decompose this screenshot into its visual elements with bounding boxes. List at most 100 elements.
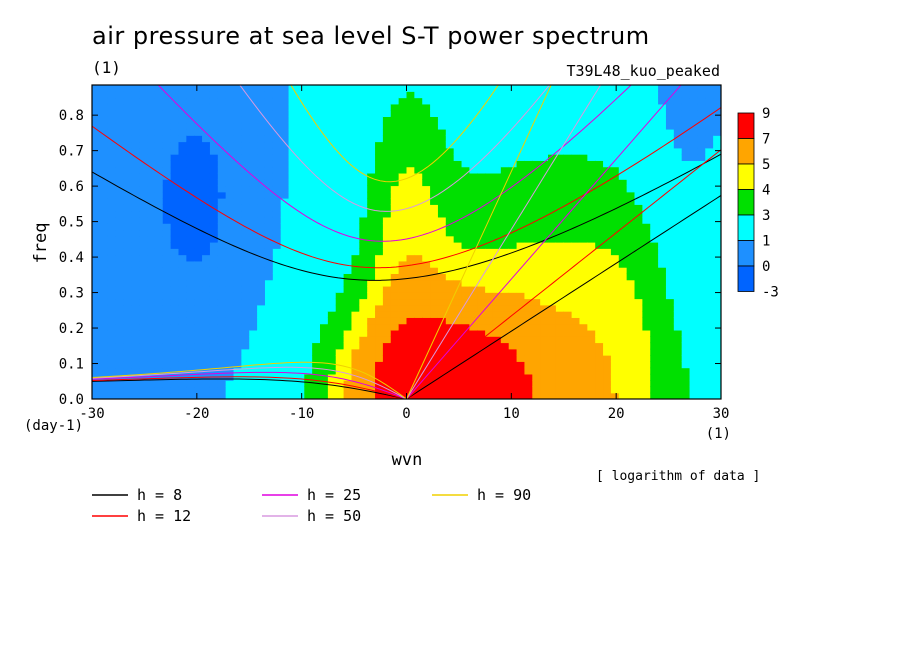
contour-cell <box>296 254 305 262</box>
contour-cell <box>99 348 109 356</box>
contour-cell <box>178 85 187 92</box>
contour-cell <box>296 355 305 362</box>
contour-cell <box>697 154 706 161</box>
contour-cell <box>437 254 447 262</box>
contour-cell <box>320 304 329 312</box>
contour-cell <box>705 336 714 344</box>
contour-cell <box>147 185 156 193</box>
contour-cell <box>382 179 392 187</box>
contour-cell <box>359 91 368 99</box>
contour-cell <box>170 392 180 399</box>
contour-cell <box>99 229 109 237</box>
contour-cell <box>579 317 588 325</box>
contour-cell <box>524 128 533 136</box>
contour-cell <box>689 342 699 350</box>
contour-cell <box>579 97 588 105</box>
contour-cell <box>359 116 368 124</box>
contour-cell <box>713 154 721 161</box>
contour-cell <box>327 361 337 369</box>
contour-cell <box>367 392 376 399</box>
contour-cell <box>579 273 588 281</box>
contour-cell <box>595 223 604 231</box>
contour-cell <box>233 147 242 155</box>
contour-cell <box>351 242 360 249</box>
contour-cell <box>414 223 423 231</box>
contour-cell <box>351 323 360 331</box>
contour-cell <box>154 141 164 149</box>
contour-cell <box>312 103 321 111</box>
contour-cell <box>351 147 360 155</box>
contour-cell <box>634 254 643 262</box>
contour-cell <box>382 260 392 268</box>
contour-cell <box>406 154 415 161</box>
dispersion-curve-ig <box>92 107 721 269</box>
contour-cell <box>257 267 266 274</box>
contour-cell <box>312 386 321 394</box>
contour-cell <box>327 367 337 375</box>
contour-cell <box>233 386 242 394</box>
contour-cell <box>453 185 463 193</box>
contour-cell <box>304 386 313 394</box>
contour-cell <box>312 348 321 356</box>
contour-cell <box>343 204 353 212</box>
contour-cell <box>131 254 140 262</box>
contour-cell <box>233 248 242 256</box>
contour-cell <box>233 110 242 117</box>
contour-cell <box>131 342 140 350</box>
contour-cell <box>634 267 643 274</box>
contour-cell <box>485 235 494 243</box>
contour-cell <box>107 336 117 344</box>
contour-cell <box>532 110 541 117</box>
contour-cell <box>154 386 164 394</box>
contour-cell <box>312 97 321 105</box>
contour-cell <box>233 141 242 149</box>
contour-cell <box>343 342 353 350</box>
contour-cell <box>367 110 376 117</box>
contour-cell <box>532 348 541 356</box>
contour-cell <box>634 292 643 300</box>
contour-cell <box>327 292 337 300</box>
contour-cell <box>618 216 628 224</box>
contour-cell <box>477 210 486 218</box>
contour-cell <box>422 235 431 243</box>
contour-cell <box>634 191 643 199</box>
contour-cell <box>241 260 250 268</box>
contour-cell <box>162 235 172 243</box>
contour-cell <box>422 311 431 318</box>
contour-cell <box>516 292 526 300</box>
contour-cell <box>453 223 463 231</box>
contour-cell <box>461 216 470 224</box>
contour-cell <box>665 267 675 274</box>
contour-cell <box>563 342 573 350</box>
contour-cell <box>485 386 494 394</box>
colorbar-swatch <box>737 163 755 190</box>
contour-cell <box>571 355 581 362</box>
contour-cell <box>524 91 533 99</box>
contour-cell <box>705 304 714 312</box>
contour-cell <box>359 336 368 344</box>
contour-cell <box>658 298 667 306</box>
contour-cell <box>469 160 478 168</box>
contour-cell <box>390 185 400 193</box>
contour-cell <box>689 267 699 274</box>
contour-cell <box>217 355 227 362</box>
contour-cell <box>689 361 699 369</box>
contour-cell <box>272 160 282 168</box>
contour-cell <box>540 329 549 337</box>
contour-cell <box>375 285 384 293</box>
contour-cell <box>320 160 329 168</box>
contour-cell <box>579 380 588 388</box>
contour-cell <box>382 216 392 224</box>
contour-cell <box>595 122 604 130</box>
contour-cell <box>548 141 557 149</box>
contour-cell <box>595 128 604 136</box>
contour-cell <box>343 323 353 331</box>
contour-cell <box>225 361 235 369</box>
contour-cell <box>139 216 148 224</box>
contour-cell <box>233 85 242 92</box>
contour-cell <box>485 204 494 212</box>
contour-cell <box>697 285 706 293</box>
contour-cell <box>320 373 329 381</box>
contour-cell <box>634 160 643 168</box>
contour-cell <box>209 128 219 136</box>
